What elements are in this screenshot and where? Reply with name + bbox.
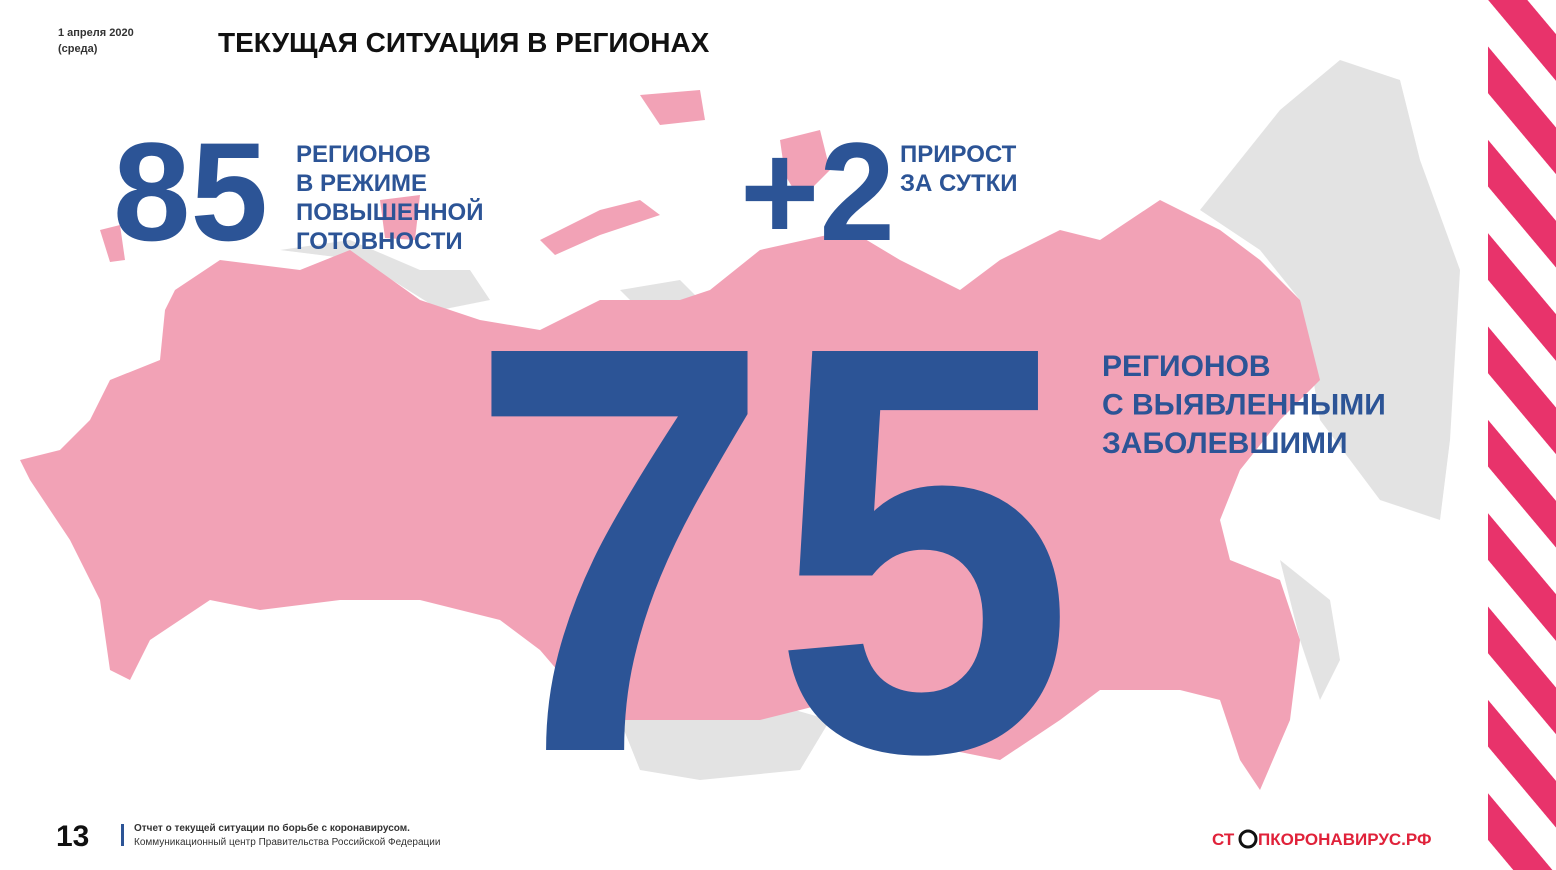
stripe-border	[1488, 0, 1556, 870]
map	[20, 60, 1460, 790]
footer-report: Отчет о текущей ситуации по борьбе с кор…	[134, 822, 410, 834]
stat-label: ГОТОВНОСТИ	[296, 228, 463, 255]
footer-bar	[121, 824, 124, 846]
logo-icon	[1238, 829, 1258, 849]
stat-label: В РЕЖИМЕ	[296, 170, 427, 197]
stat-number: 85	[113, 113, 268, 270]
stat-label: ПРИРОСТ	[900, 141, 1017, 168]
stat-label: РЕГИОНОВ	[296, 141, 431, 168]
logo-right: ПКОРОНАВИРУС.РФ	[1258, 830, 1432, 849]
stat-label: ПОВЫШЕННОЙ	[296, 198, 483, 226]
stat-label: ЗА СУТКИ	[900, 170, 1018, 197]
page-number: 13	[56, 820, 89, 853]
date: 1 апреля 2020	[58, 27, 134, 39]
stat-label: РЕГИОНОВ	[1102, 350, 1271, 383]
title: ТЕКУЩАЯ СИТУАЦИЯ В РЕГИОНАХ	[218, 27, 710, 58]
stat-number: +2	[740, 113, 895, 270]
footer-center: Коммуникационный центр Правительства Рос…	[134, 837, 440, 848]
stat-label: ЗАБОЛЕВШИМИ	[1102, 427, 1348, 460]
weekday: (среда)	[58, 43, 98, 55]
logo-left: СТ	[1212, 830, 1235, 849]
stat-number-big: 75	[468, 225, 1075, 870]
stat-label: С ВЫЯВЛЕННЫМИ	[1102, 389, 1386, 422]
